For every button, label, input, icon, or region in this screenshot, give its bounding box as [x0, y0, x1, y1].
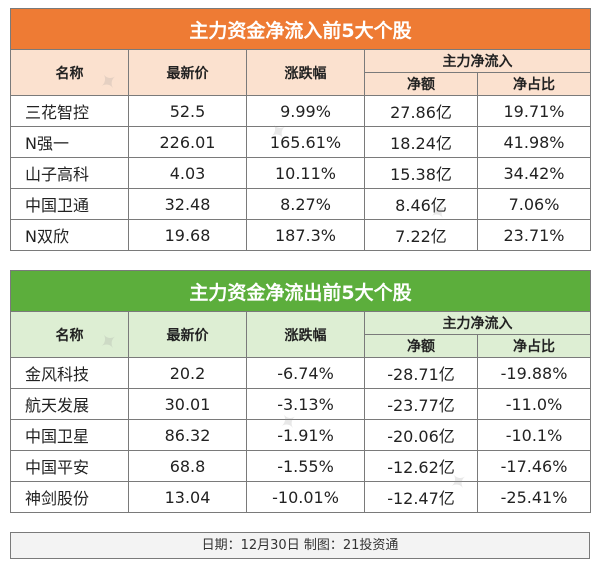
stock-net: 18.24亿 — [364, 126, 478, 158]
stock-ratio: -25.41% — [476, 481, 592, 513]
stock-ratio: 19.71% — [476, 95, 592, 127]
inflow-title: 主力资金净流入前5大个股 — [9, 8, 592, 50]
stock-change: 9.99% — [246, 95, 365, 127]
stock-name: 中国卫通 — [10, 188, 129, 220]
col-header-net: 净额 — [364, 334, 478, 358]
stock-name: 金风科技 — [10, 357, 129, 389]
stock-name: 中国平安 — [10, 450, 129, 482]
stock-price: 19.68 — [128, 219, 247, 251]
stock-price: 4.03 — [128, 157, 247, 189]
stock-change: 8.27% — [246, 188, 365, 220]
stock-ratio: -17.46% — [476, 450, 592, 482]
table-row: 中国卫星 86.32 -1.91% -20.06亿 -10.1% — [10, 419, 592, 451]
stock-name: 神剑股份 — [10, 481, 129, 513]
table-row: N强一 226.01 165.61% 18.24亿 41.98% — [10, 126, 592, 158]
stock-net: 8.46亿 — [364, 188, 478, 220]
stock-ratio: 7.06% — [476, 188, 592, 220]
stock-change: -1.55% — [246, 450, 365, 482]
stock-change: -10.01% — [246, 481, 365, 513]
outflow-table: 主力资金净流出前5大个股 名称 最新价 涨跌幅 主力净流入 净额 净占比 金风科… — [9, 270, 592, 513]
footer-credit: 日期：12月30日 制图：21投资通 — [10, 532, 590, 559]
stock-ratio: -19.88% — [476, 357, 592, 389]
stock-name: 航天发展 — [10, 388, 129, 420]
stock-name: N双欣 — [10, 219, 129, 251]
col-header-change: 涨跌幅 — [246, 49, 365, 96]
col-header-group: 主力净流入 — [363, 49, 592, 73]
col-header-change: 涨跌幅 — [246, 311, 365, 358]
stock-change: 10.11% — [246, 157, 365, 189]
stock-change: -3.13% — [246, 388, 365, 420]
stock-name: 三花智控 — [10, 95, 129, 127]
stock-price: 226.01 — [128, 126, 247, 158]
stock-ratio: 41.98% — [476, 126, 592, 158]
stock-ratio: 34.42% — [476, 157, 592, 189]
stock-price: 30.01 — [128, 388, 247, 420]
col-header-price: 最新价 — [128, 49, 247, 96]
stock-change: 165.61% — [246, 126, 365, 158]
stock-price: 13.04 — [128, 481, 247, 513]
stock-net: -12.62亿 — [364, 450, 478, 482]
table-row: 神剑股份 13.04 -10.01% -12.47亿 -25.41% — [10, 481, 592, 513]
stock-name: 中国卫星 — [10, 419, 129, 451]
stock-change: -1.91% — [246, 419, 365, 451]
stock-net: -20.06亿 — [364, 419, 478, 451]
table-row: 金风科技 20.2 -6.74% -28.71亿 -19.88% — [10, 357, 592, 389]
stock-ratio: 23.71% — [476, 219, 592, 251]
table-row: 山子高科 4.03 10.11% 15.38亿 34.42% — [10, 157, 592, 189]
stock-change: -6.74% — [246, 357, 365, 389]
table-row: N双欣 19.68 187.3% 7.22亿 23.71% — [10, 219, 592, 251]
stock-net: -28.71亿 — [364, 357, 478, 389]
inflow-table: 主力资金净流入前5大个股 名称 最新价 涨跌幅 主力净流入 净额 净占比 三花智… — [9, 8, 592, 251]
stock-price: 20.2 — [128, 357, 247, 389]
col-header-name: 名称 — [10, 49, 129, 96]
stock-ratio: -11.0% — [476, 388, 592, 420]
stock-ratio: -10.1% — [476, 419, 592, 451]
stock-name: 山子高科 — [10, 157, 129, 189]
stock-price: 68.8 — [128, 450, 247, 482]
table-row: 中国卫通 32.48 8.27% 8.46亿 7.06% — [10, 188, 592, 220]
stock-change: 187.3% — [246, 219, 365, 251]
col-header-ratio: 净占比 — [476, 72, 592, 96]
col-header-ratio: 净占比 — [476, 334, 592, 358]
stock-name: N强一 — [10, 126, 129, 158]
stock-net: 15.38亿 — [364, 157, 478, 189]
col-header-net: 净额 — [364, 72, 478, 96]
outflow-title: 主力资金净流出前5大个股 — [9, 270, 592, 312]
stock-net: 7.22亿 — [364, 219, 478, 251]
stock-net: -23.77亿 — [364, 388, 478, 420]
stock-price: 32.48 — [128, 188, 247, 220]
stock-price: 52.5 — [128, 95, 247, 127]
table-row: 中国平安 68.8 -1.55% -12.62亿 -17.46% — [10, 450, 592, 482]
stock-net: -12.47亿 — [364, 481, 478, 513]
stock-net: 27.86亿 — [364, 95, 478, 127]
table-row: 航天发展 30.01 -3.13% -23.77亿 -11.0% — [10, 388, 592, 420]
col-header-price: 最新价 — [128, 311, 247, 358]
stock-price: 86.32 — [128, 419, 247, 451]
col-header-name: 名称 — [10, 311, 129, 358]
table-row: 三花智控 52.5 9.99% 27.86亿 19.71% — [10, 95, 592, 127]
col-header-group: 主力净流入 — [363, 311, 592, 335]
